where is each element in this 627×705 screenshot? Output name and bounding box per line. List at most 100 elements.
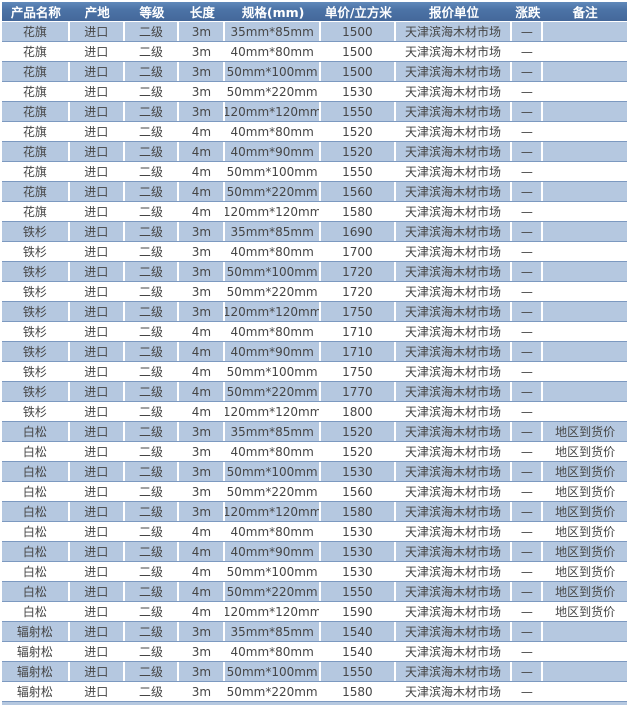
cell-grade: 二级 [125, 602, 180, 621]
cell-origin: 进口 [70, 502, 125, 521]
cell-remark [543, 302, 627, 321]
table-row: 白松 进口 二级 3m 40mm*80mm 1520 天津滨海木材市场 — 地区到货价 [2, 442, 627, 462]
cell-origin: 进口 [70, 642, 125, 661]
cell-length: 3m [179, 682, 226, 701]
cell-remark: 地区到货价 [555, 525, 616, 539]
cell-remark [543, 102, 627, 121]
cell-origin: 进口 [70, 82, 125, 101]
cell-length: 3m [179, 102, 226, 121]
cell-length: 3m [179, 622, 226, 641]
cell-change: — [512, 482, 544, 501]
cell-remark [543, 262, 627, 281]
cell-quoter: 天津滨海木材市场 [396, 402, 513, 421]
cell-origin: 进口 [70, 282, 125, 301]
cell-grade: 二级 [125, 522, 180, 541]
cell-change: — [512, 22, 544, 41]
cell-spec: 50mm*100mm [225, 262, 321, 281]
cell-change: — [512, 322, 544, 341]
table-row: 花旗 进口 二级 3m 50mm*100mm 1500 天津滨海木材市场 — [2, 62, 627, 82]
cell-product: 白松 [2, 582, 70, 601]
cell-quoter: 天津滨海木材市场 [396, 482, 513, 501]
cell-spec: 35mm*85mm [225, 222, 321, 241]
cell-origin: 进口 [70, 342, 125, 361]
cell-price: 1530 [321, 82, 396, 101]
cell-grade: 二级 [125, 162, 180, 181]
cell-length: 4m [179, 402, 226, 421]
cell-remark [543, 622, 627, 641]
cell-length: 4m [179, 202, 226, 221]
cell-origin: 进口 [70, 602, 125, 621]
cell-length: 4m [179, 362, 226, 381]
cell-spec: 120mm*120mm [225, 202, 321, 221]
cell-length: 3m [179, 462, 226, 481]
cell-change: — [512, 282, 544, 301]
cell-remark [543, 222, 627, 241]
cell-length: 4m [179, 122, 226, 141]
cell-remark [543, 682, 627, 701]
cell-origin: 进口 [70, 302, 125, 321]
cell-price: 1750 [321, 362, 396, 381]
cell-grade: 二级 [125, 642, 180, 661]
cell-product: 铁杉 [2, 322, 70, 341]
cell-product: 白松 [2, 462, 70, 481]
cell-spec: 50mm*100mm [225, 162, 321, 181]
cell-product: 花旗 [2, 82, 70, 101]
column-header-spec: 规格(mm) [241, 5, 305, 20]
cell-grade: 二级 [125, 62, 180, 81]
cell-price: 1590 [321, 602, 396, 621]
cell-quoter: 天津滨海木材市场 [396, 22, 513, 41]
cell-quoter: 天津滨海木材市场 [396, 202, 513, 221]
cell-length: 4m [179, 602, 226, 621]
cell-grade: 二级 [125, 182, 180, 201]
cell-length: 4m [179, 182, 226, 201]
table-row: 花旗 进口 二级 4m 50mm*220mm 1560 天津滨海木材市场 — [2, 182, 627, 202]
cell-spec: 40mm*80mm [225, 642, 321, 661]
cell-price: 1550 [321, 662, 396, 681]
cell-remark: 地区到货价 [555, 445, 616, 459]
cell-remark: 地区到货价 [555, 505, 616, 519]
cell-quoter: 天津滨海木材市场 [396, 502, 513, 521]
cell-spec: 50mm*220mm [225, 682, 321, 701]
cell-change: — [512, 642, 544, 661]
cell-length: 4m [179, 542, 226, 561]
cell-length: 3m [179, 482, 226, 501]
cell-remark [543, 42, 627, 61]
cell-spec: 40mm*90mm [225, 542, 321, 561]
cell-remark: 地区到货价 [555, 565, 616, 579]
cell-origin: 进口 [70, 542, 125, 561]
table-row: 铁杉 进口 二级 4m 120mm*120mm 1800 天津滨海木材市场 — [2, 402, 627, 422]
cell-price: 1500 [321, 42, 396, 61]
cell-spec: 35mm*85mm [225, 622, 321, 641]
cell-grade: 二级 [125, 482, 180, 501]
cell-change: — [512, 342, 544, 361]
partial-row-sliver [2, 702, 627, 705]
cell-price: 1530 [321, 462, 396, 481]
cell-change: — [512, 522, 544, 541]
cell-quoter: 天津滨海木材市场 [396, 662, 513, 681]
table-row: 铁杉 进口 二级 4m 50mm*100mm 1750 天津滨海木材市场 — [2, 362, 627, 382]
cell-change: — [512, 662, 544, 681]
cell-price: 1560 [321, 182, 396, 201]
cell-price: 1580 [321, 502, 396, 521]
cell-spec: 40mm*80mm [225, 42, 321, 61]
cell-product: 白松 [2, 482, 70, 501]
cell-price: 1580 [321, 682, 396, 701]
cell-change: — [512, 402, 544, 421]
cell-product: 辐射松 [2, 642, 70, 661]
cell-change: — [512, 262, 544, 281]
cell-quoter: 天津滨海木材市场 [396, 522, 513, 541]
cell-price: 1550 [321, 102, 396, 121]
cell-grade: 二级 [125, 282, 180, 301]
cell-product: 花旗 [2, 62, 70, 81]
table-header-row: 产品名称 产地 等级 长度 规格(mm) 单价/立方米 报价单位 涨跌 备注 [2, 2, 627, 22]
cell-price: 1530 [321, 522, 396, 541]
cell-grade: 二级 [125, 582, 180, 601]
column-header-remark: 备注 [572, 5, 598, 20]
cell-spec: 40mm*80mm [225, 522, 321, 541]
table-row: 白松 进口 二级 4m 50mm*220mm 1550 天津滨海木材市场 — 地区到货价 [2, 582, 627, 602]
cell-spec: 50mm*220mm [225, 282, 321, 301]
cell-price: 1690 [321, 222, 396, 241]
cell-spec: 50mm*220mm [225, 182, 321, 201]
cell-spec: 50mm*220mm [225, 82, 321, 101]
table-row: 白松 进口 二级 3m 35mm*85mm 1520 天津滨海木材市场 — 地区到货价 [2, 422, 627, 442]
